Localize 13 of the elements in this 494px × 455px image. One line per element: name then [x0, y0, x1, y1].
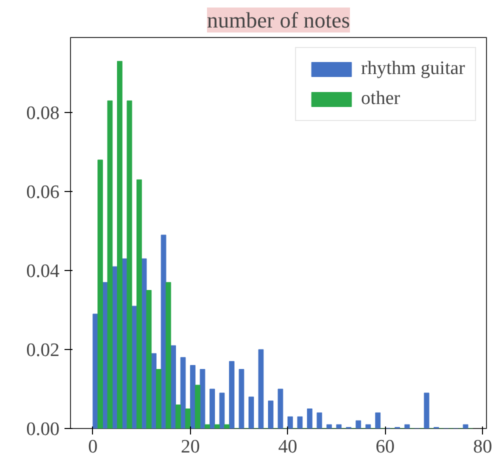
y-tick-label: 0.06 — [26, 182, 60, 204]
x-tick-label: 80 — [473, 436, 492, 455]
chart-title: number of notes — [207, 8, 350, 32]
x-tick-label: 40 — [278, 436, 298, 455]
legend-label: rhythm guitar — [361, 58, 465, 80]
legend-label: other — [361, 88, 400, 110]
x-tick-label: 0 — [88, 436, 98, 455]
y-tick-label: 0.00 — [26, 419, 60, 440]
y-tick-label: 0.04 — [26, 261, 60, 282]
x-tick-label: 60 — [376, 436, 395, 455]
y-tick-label: 0.02 — [26, 340, 60, 362]
y-tick-label: 0.08 — [26, 103, 60, 124]
x-tick-label: 20 — [180, 436, 200, 455]
